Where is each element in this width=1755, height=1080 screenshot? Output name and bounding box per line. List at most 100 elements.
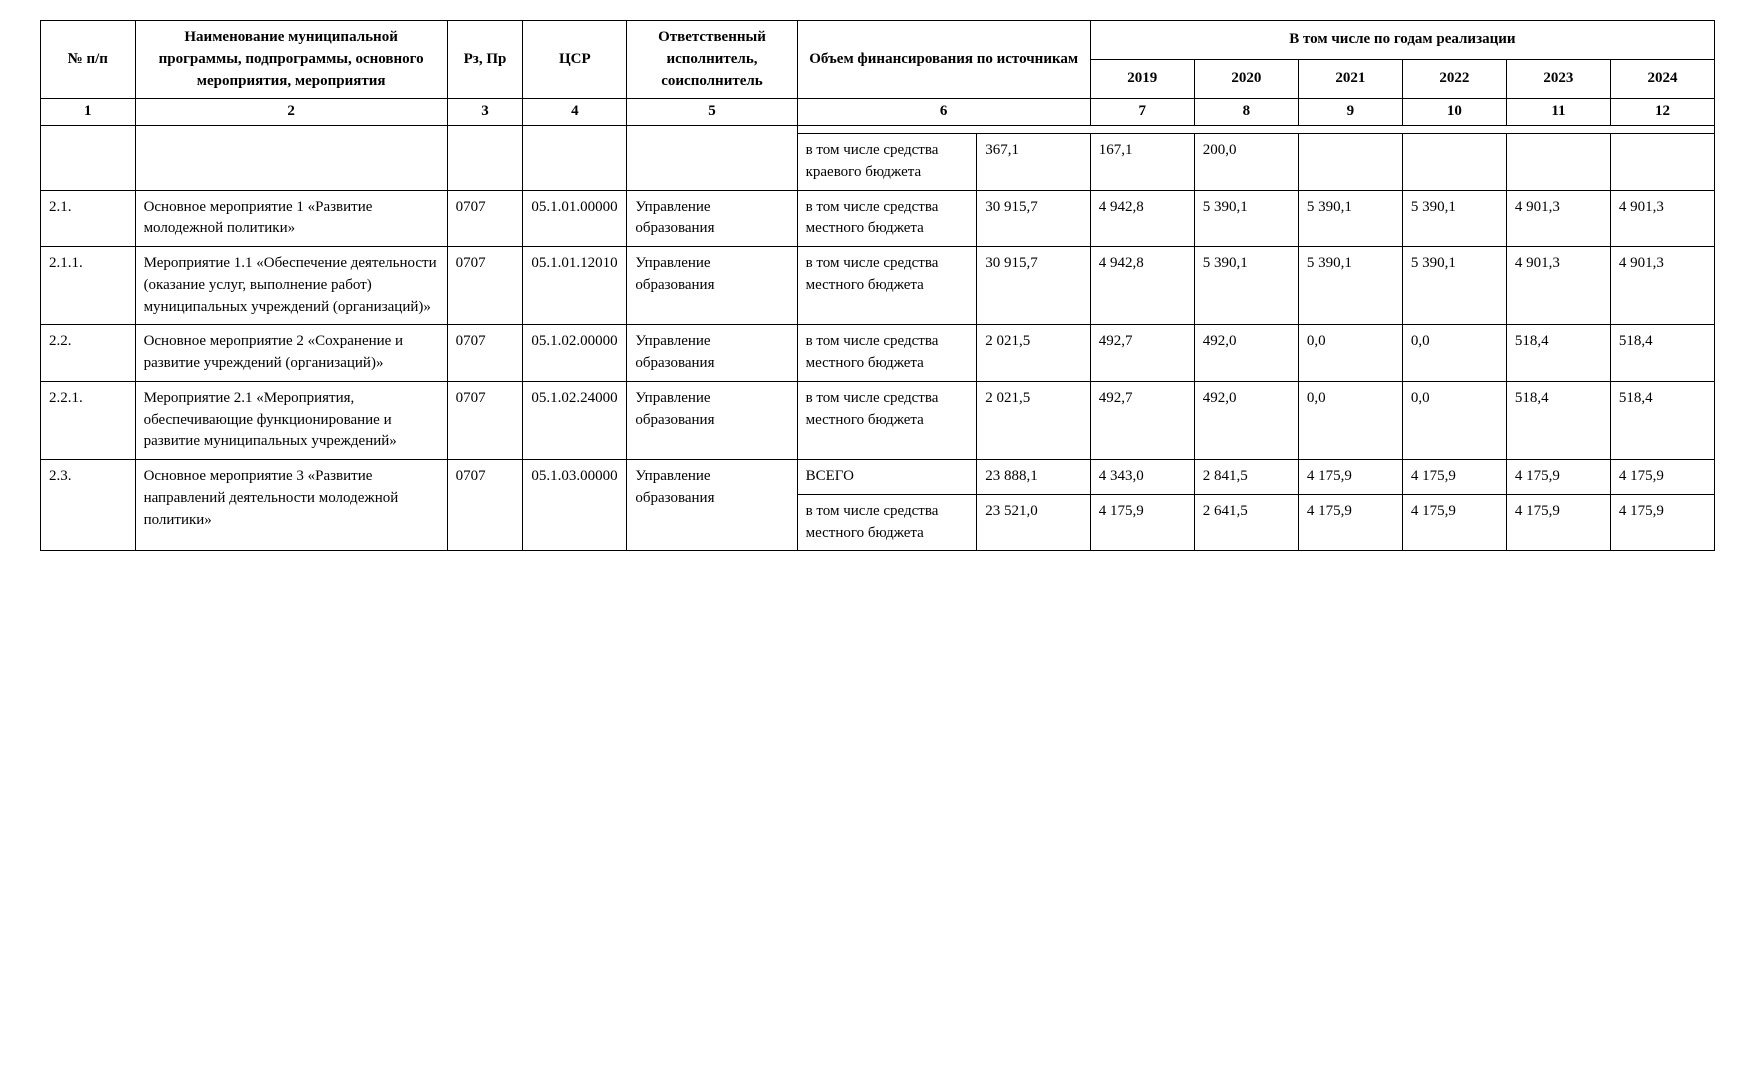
col-header-exec: Ответственный исполнитель, соисполнитель (627, 21, 797, 99)
cell-y2024: 518,4 (1610, 381, 1714, 459)
col-header-2020: 2020 (1194, 60, 1298, 99)
colnum-6: 6 (797, 99, 1090, 126)
cell-y2022: 0,0 (1402, 381, 1506, 459)
cell-rzpr: 0707 (447, 460, 523, 551)
col-header-2021: 2021 (1298, 60, 1402, 99)
cell-src: в том числе средства местного бюджета (797, 190, 977, 247)
colnum-2: 2 (135, 99, 447, 126)
cell-exec: Управление образования (627, 247, 797, 325)
column-number-row: 1 2 3 4 5 6 7 8 9 10 11 12 (41, 99, 1715, 126)
cell-y2020: 2 841,5 (1194, 460, 1298, 495)
cell-total: 23 888,1 (977, 460, 1090, 495)
cell-y2019: 4 942,8 (1090, 190, 1194, 247)
cell-name: Основное мероприятие 3 «Развитие направл… (135, 460, 447, 551)
col-header-csr: ЦСР (523, 21, 627, 99)
cell-y2020: 492,0 (1194, 325, 1298, 382)
cell-name: Мероприятие 2.1 «Мероприятия, обеспечива… (135, 381, 447, 459)
cell-y2024: 4 175,9 (1610, 494, 1714, 551)
cell-total: 2 021,5 (977, 381, 1090, 459)
col-header-name: Наименование муниципальной программы, по… (135, 21, 447, 99)
colnum-4: 4 (523, 99, 627, 126)
col-header-years: В том числе по годам реализации (1090, 21, 1714, 60)
cell-rzpr: 0707 (447, 190, 523, 247)
col-header-2022: 2022 (1402, 60, 1506, 99)
cell-total: 367,1 (977, 134, 1090, 191)
cell-y2019: 4 942,8 (1090, 247, 1194, 325)
cell-y2023 (1506, 134, 1610, 191)
cell-y2024: 4 175,9 (1610, 460, 1714, 495)
colnum-1: 1 (41, 99, 136, 126)
cell-y2019: 492,7 (1090, 381, 1194, 459)
cell-y2022: 5 390,1 (1402, 190, 1506, 247)
cell-y2024 (1610, 134, 1714, 191)
cell-num: 2.2.1. (41, 381, 136, 459)
colnum-7: 7 (1090, 99, 1194, 126)
cell-y2023: 4 175,9 (1506, 494, 1610, 551)
cell-name: Основное мероприятие 2 «Сохранение и раз… (135, 325, 447, 382)
cell-y2022: 5 390,1 (1402, 247, 1506, 325)
cell-y2023: 4 175,9 (1506, 460, 1610, 495)
colnum-5: 5 (627, 99, 797, 126)
cell-y2024: 4 901,3 (1610, 190, 1714, 247)
cell-y2021: 0,0 (1298, 325, 1402, 382)
cell-empty (447, 126, 523, 191)
cell-y2019: 167,1 (1090, 134, 1194, 191)
col-header-2023: 2023 (1506, 60, 1610, 99)
colnum-12: 12 (1610, 99, 1714, 126)
cell-y2021: 4 175,9 (1298, 460, 1402, 495)
cell-src: ВСЕГО (797, 460, 977, 495)
cell-y2021: 5 390,1 (1298, 190, 1402, 247)
col-header-num: № п/п (41, 21, 136, 99)
col-header-2019: 2019 (1090, 60, 1194, 99)
cell-y2023: 4 901,3 (1506, 190, 1610, 247)
cell-y2020: 5 390,1 (1194, 190, 1298, 247)
cell-y2021 (1298, 134, 1402, 191)
cell-src: в том числе средства краевого бюджета (797, 134, 977, 191)
cell-y2024: 4 901,3 (1610, 247, 1714, 325)
col-header-rzpr: Рз, Пр (447, 21, 523, 99)
cell-num: 2.1.1. (41, 247, 136, 325)
header-row-1: № п/п Наименование муниципальной програм… (41, 21, 1715, 60)
cell-y2019: 4 175,9 (1090, 494, 1194, 551)
cell-exec: Управление образования (627, 460, 797, 551)
cell-rzpr: 0707 (447, 247, 523, 325)
cell-exec: Управление образования (627, 381, 797, 459)
cell-name: Основное мероприятие 1 «Развитие молодеж… (135, 190, 447, 247)
col-header-2024: 2024 (1610, 60, 1714, 99)
cell-y2022 (1402, 134, 1506, 191)
table-row: 2.3. Основное мероприятие 3 «Развитие на… (41, 460, 1715, 495)
colnum-11: 11 (1506, 99, 1610, 126)
cell-y2020: 492,0 (1194, 381, 1298, 459)
cell-y2023: 518,4 (1506, 381, 1610, 459)
cell-y2019: 492,7 (1090, 325, 1194, 382)
col-header-volume: Объем финансирования по источникам (797, 21, 1090, 99)
cell-y2022: 4 175,9 (1402, 494, 1506, 551)
cell-y2020: 5 390,1 (1194, 247, 1298, 325)
colnum-3: 3 (447, 99, 523, 126)
cell-y2021: 4 175,9 (1298, 494, 1402, 551)
colnum-9: 9 (1298, 99, 1402, 126)
cell-src: в том числе средства местного бюджета (797, 247, 977, 325)
cell-src: в том числе средства местного бюджета (797, 381, 977, 459)
cell-rzpr: 0707 (447, 381, 523, 459)
cell-y2022: 0,0 (1402, 325, 1506, 382)
spacer-row (41, 126, 1715, 134)
cell-csr: 05.1.01.00000 (523, 190, 627, 247)
colnum-10: 10 (1402, 99, 1506, 126)
cell-total: 2 021,5 (977, 325, 1090, 382)
table-row: 2.1.1. Мероприятие 1.1 «Обеспечение деят… (41, 247, 1715, 325)
cell-empty (41, 126, 136, 191)
cell-y2024: 518,4 (1610, 325, 1714, 382)
cell-empty (627, 126, 797, 191)
cell-y2021: 0,0 (1298, 381, 1402, 459)
cell-y2019: 4 343,0 (1090, 460, 1194, 495)
cell-num: 2.1. (41, 190, 136, 247)
cell-y2021: 5 390,1 (1298, 247, 1402, 325)
cell-y2023: 4 901,3 (1506, 247, 1610, 325)
cell-y2020: 2 641,5 (1194, 494, 1298, 551)
cell-y2023: 518,4 (1506, 325, 1610, 382)
table-header: № п/п Наименование муниципальной програм… (41, 21, 1715, 126)
cell-num: 2.3. (41, 460, 136, 551)
finance-table: № п/п Наименование муниципальной програм… (40, 20, 1715, 551)
cell-empty (797, 126, 1714, 134)
